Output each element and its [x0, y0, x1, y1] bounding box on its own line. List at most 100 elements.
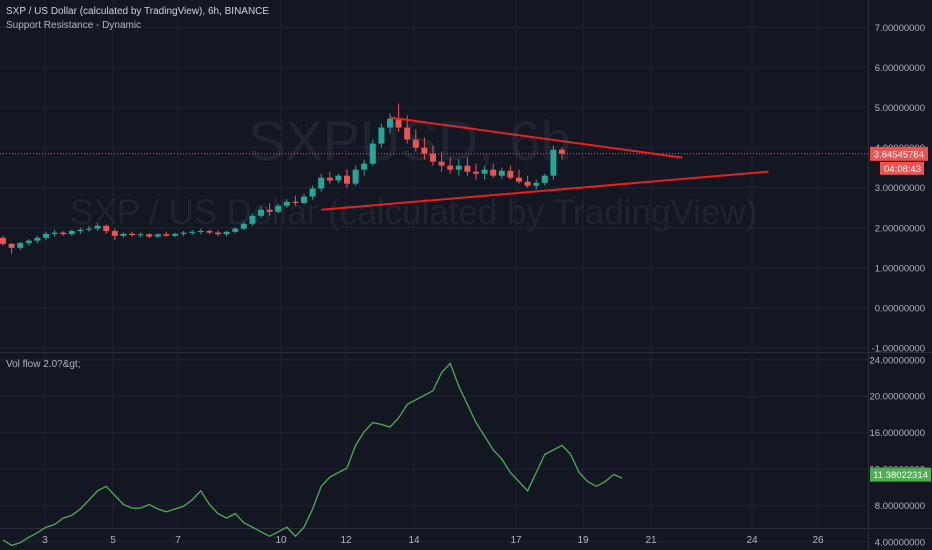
- price-tick-label: -1.00000000: [872, 344, 925, 355]
- last-price-value: 3.84545784: [874, 149, 924, 160]
- volflow-label[interactable]: Vol flow 2.0?&gt;: [6, 359, 81, 370]
- candle-body: [146, 234, 153, 237]
- candle-body: [34, 237, 41, 241]
- price-tick-label: 1.00000000: [875, 263, 925, 274]
- price-tick-label: 0.00000000: [875, 304, 925, 315]
- time-tick-label: 19: [577, 535, 589, 546]
- candle-body: [103, 225, 110, 232]
- candle-body: [215, 232, 221, 235]
- candle-body: [163, 234, 170, 236]
- vol-tick-label: 4.00000000: [875, 537, 925, 548]
- vol-tick-label: 20.00000000: [870, 392, 925, 403]
- candle-body: [275, 205, 282, 212]
- price-tick-label: 6.00000000: [875, 63, 925, 74]
- candle-body: [180, 232, 187, 234]
- countdown-value: 04:08:43: [884, 164, 921, 175]
- candle-body: [266, 209, 273, 212]
- candle-body: [533, 182, 540, 186]
- candle-body: [524, 181, 531, 186]
- candle-body: [283, 201, 290, 206]
- candle-body: [473, 171, 479, 174]
- candle-body: [318, 177, 325, 189]
- candle-body: [447, 165, 454, 170]
- candle-body: [120, 233, 127, 236]
- time-tick-label: 24: [746, 535, 758, 546]
- trendline-support: [321, 170, 769, 211]
- candle-body: [387, 118, 393, 128]
- candle-body: [77, 229, 84, 232]
- time-tick-label: 12: [340, 535, 352, 546]
- time-tick-label: 21: [645, 535, 657, 546]
- candle-body: [43, 233, 49, 238]
- candle-body: [309, 188, 316, 197]
- candle-body: [326, 177, 333, 181]
- volflow-last-value: 11.38022314: [873, 470, 928, 481]
- candle-body: [232, 228, 239, 232]
- time-tick-label: 17: [510, 535, 522, 546]
- candle-body: [301, 196, 307, 203]
- candle-body: [189, 231, 196, 233]
- candle-body: [550, 149, 557, 176]
- candle-body: [206, 231, 213, 233]
- candle-body: [111, 231, 118, 236]
- candle-body: [395, 118, 402, 128]
- candle-body: [559, 149, 565, 154]
- volflow-value-tag: [870, 467, 931, 482]
- candle-body: [129, 233, 135, 236]
- candle-body: [464, 165, 471, 172]
- vol-tick-label: 16.00000000: [870, 428, 925, 439]
- candle-body: [154, 234, 161, 237]
- volflow-line: [2, 362, 623, 547]
- time-tick-label: 7: [175, 535, 181, 546]
- countdown-tag: [880, 161, 924, 175]
- candle-body: [8, 243, 15, 248]
- candle-body: [516, 177, 522, 182]
- price-tick-label: 5.00000000: [875, 103, 925, 114]
- price-tick-label: 3.00000000: [875, 183, 925, 194]
- trendline-resistance: [389, 116, 683, 159]
- candle-body: [352, 169, 359, 184]
- time-tick-label: 10: [275, 535, 287, 546]
- symbol-header[interactable]: SXP / US Dollar (calculated by TradingVi…: [6, 6, 270, 17]
- time-tick-label: 14: [408, 535, 420, 546]
- indicator-label[interactable]: Support Resistance - Dynamic: [6, 20, 142, 31]
- price-tick-label: 7.00000000: [875, 23, 925, 34]
- candle-body: [438, 161, 445, 166]
- candle-body: [430, 153, 436, 162]
- candle-body: [507, 170, 514, 178]
- candle-body: [25, 240, 32, 244]
- price-tick-label: 2.00000000: [875, 223, 925, 234]
- candle-body: [335, 175, 342, 181]
- candle-body: [490, 169, 497, 176]
- candle-body: [94, 225, 101, 229]
- candle-body: [60, 232, 67, 235]
- candle-body: [292, 201, 299, 203]
- candle-body: [378, 127, 385, 144]
- candle-body: [412, 139, 419, 148]
- candle-body: [361, 163, 368, 170]
- time-tick-label: 26: [812, 535, 824, 546]
- candle-body: [0, 237, 6, 244]
- vol-tick-label: 8.00000000: [875, 501, 925, 512]
- candle-body: [498, 170, 505, 176]
- candle-body: [481, 169, 488, 174]
- candle-body: [86, 228, 92, 230]
- candle-body: [404, 127, 411, 140]
- vol-tick-label: 24.00000000: [870, 355, 925, 366]
- candle-body: [344, 175, 350, 184]
- candle-body: [68, 231, 75, 235]
- candle-body: [541, 175, 548, 183]
- candle-body: [17, 243, 24, 248]
- candle-body: [421, 147, 428, 154]
- candle-body: [51, 232, 58, 234]
- time-tick-label: 5: [110, 535, 116, 546]
- candle-body: [249, 215, 256, 224]
- candle-body: [137, 234, 144, 236]
- candle-body: [240, 223, 247, 229]
- candle-body: [197, 231, 204, 233]
- last-price-tag: [870, 146, 928, 161]
- time-tick-label: 3: [42, 535, 48, 546]
- candle-body: [223, 231, 230, 235]
